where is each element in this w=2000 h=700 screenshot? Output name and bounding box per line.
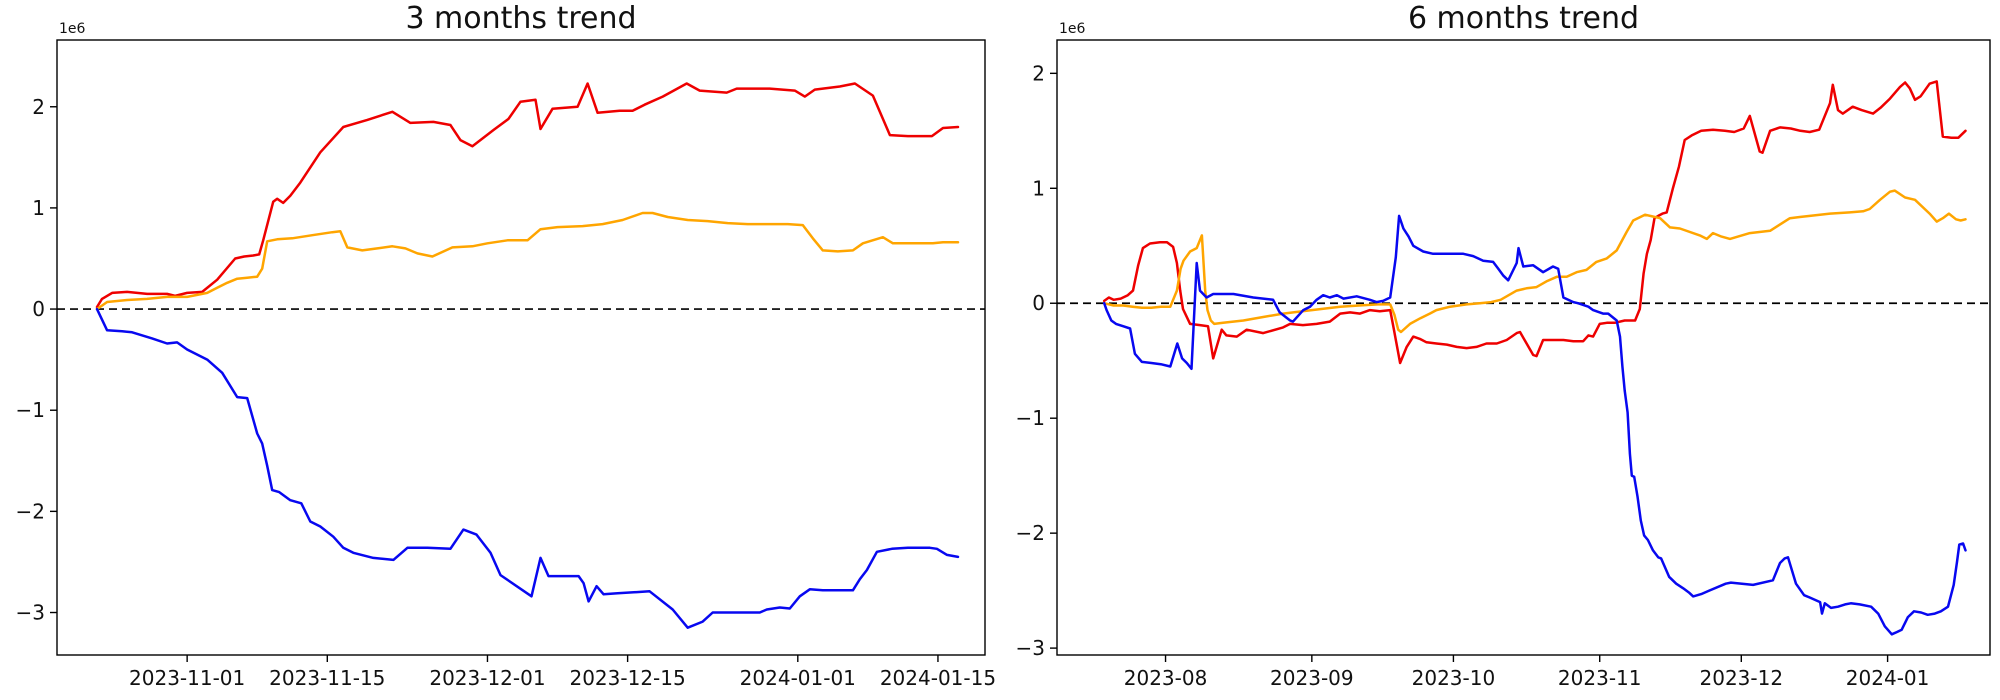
- series-orange-line: [95, 211, 960, 311]
- series-orange-line: [1102, 189, 1967, 334]
- x-tick-label: 2023-12: [1700, 666, 1784, 690]
- axes-spines: [1056, 39, 1991, 656]
- x-tick-label: 2024-01: [1846, 666, 1930, 690]
- series-red-line: [95, 82, 960, 309]
- y-axis: 2 1 0 −1 −2 −3: [16, 95, 57, 625]
- y-tick-label: 2: [32, 95, 45, 119]
- series-red-line: [1102, 80, 1967, 365]
- x-tick-label: 2023-11: [1558, 666, 1642, 690]
- plot-area-6-months: 2 1 0 −1 −2 −3 2023-08 2023-09 2023-10 2023-11 202…: [1000, 0, 2000, 700]
- series-blue-line: [1102, 214, 1967, 636]
- x-tick-label: 2023-12-15: [569, 666, 685, 690]
- axes-spines: [56, 39, 986, 656]
- y-tick-label: 2: [1032, 61, 1045, 85]
- y-tick-label: 0: [32, 297, 45, 321]
- y-tick-label: −3: [1016, 636, 1045, 660]
- y-tick-label: 1: [1032, 176, 1045, 200]
- y-tick-label: −2: [16, 499, 45, 523]
- chart-6-months-trend: 6 months trend 2 1 0 −1 −2 −3 2023-08 2023-09 20…: [1000, 0, 2000, 700]
- y-tick-label: −1: [1016, 406, 1045, 430]
- chart-title: 6 months trend: [1407, 1, 1640, 36]
- plot-area-3-months: 2 1 0 −1 −2 −3 2023-11-01 2023-11-15 2023-12-01 2…: [16, 21, 997, 690]
- y-tick-label: 1: [32, 196, 45, 220]
- x-tick-label: 2023-09: [1270, 666, 1354, 690]
- y-tick-label: 0: [1032, 291, 1045, 315]
- x-tick-label: 2023-12-01: [429, 666, 545, 690]
- y-tick-label: −3: [16, 601, 45, 625]
- y-tick-label: −1: [16, 398, 45, 422]
- series-blue-line: [95, 307, 960, 629]
- y-axis-offset-text: 1e6: [1059, 21, 1086, 37]
- x-tick-label: 2024-01-15: [880, 666, 996, 690]
- x-axis: 2023-11-01 2023-11-15 2023-12-01 2023-12-15…: [129, 655, 996, 690]
- chart-3-months-trend: 3 months trend 2 1 0 −1 −2 −3 2023-11-01 2023-1…: [16, 1, 997, 690]
- chart-title: 3 months trend: [405, 1, 637, 36]
- y-tick-label: −2: [1016, 521, 1045, 545]
- x-tick-label: 2024-01-01: [740, 666, 856, 690]
- x-axis: 2023-08 2023-09 2023-10 2023-11 2023-12 2024-…: [1124, 655, 1930, 690]
- x-tick-label: 2023-11-15: [269, 666, 385, 690]
- x-tick-label: 2023-10: [1412, 666, 1496, 690]
- x-tick-label: 2023-08: [1124, 666, 1208, 690]
- y-axis: 2 1 0 −1 −2 −3: [1016, 61, 1057, 660]
- x-tick-label: 2023-11-01: [129, 666, 245, 690]
- y-axis-offset-text: 1e6: [59, 21, 86, 37]
